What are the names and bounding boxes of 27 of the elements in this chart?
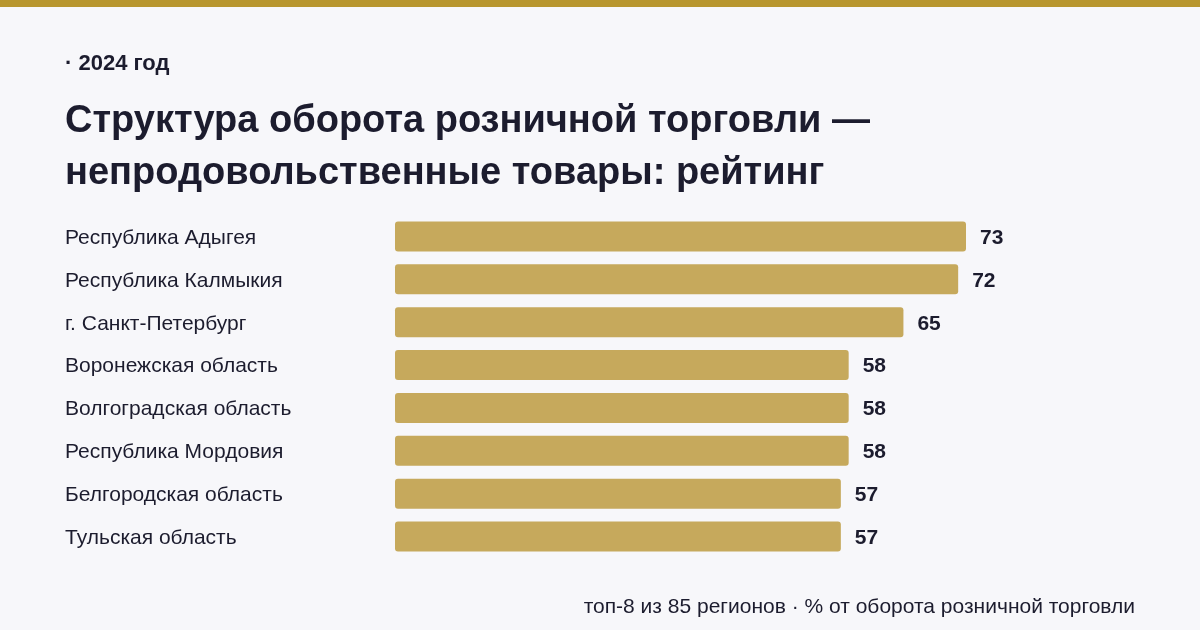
y-tick-label: Республика Калмыкия [65,267,283,291]
data-label: 58 [862,353,887,377]
bar [395,435,849,466]
data-label: 72 [972,267,996,291]
bar [395,350,849,381]
bar [395,392,849,423]
text: · 2024 год [65,50,170,75]
y-tick-label: Белгородская область [65,482,283,506]
bar [395,521,841,552]
data-label: 57 [854,524,879,548]
bar [395,478,841,509]
y-tick-label: Воронежская область [65,353,278,377]
y-tick-label: г. Санкт-Петербург [65,310,247,334]
bar [395,307,904,338]
data-label: 58 [862,439,887,463]
bar [395,264,959,295]
y-tick-label: Тульская область [65,524,237,548]
text: топ-8 из 85 регионов · % от оборота розничной торговли [583,594,1135,617]
y-tick-label: Республика Адыгея [65,224,257,248]
data-label: 58 [862,396,887,420]
data-label: 57 [854,482,879,506]
chart-title: Структура оборота розничной торговли — непродовольственные товары: рейтинг [65,98,870,192]
data-label: 73 [980,224,1004,248]
data-label: 65 [917,310,942,334]
y-tick-label: Волгоградская область [65,396,292,420]
bar [395,221,966,252]
y-tick-label: Республика Мордовия [65,439,284,463]
